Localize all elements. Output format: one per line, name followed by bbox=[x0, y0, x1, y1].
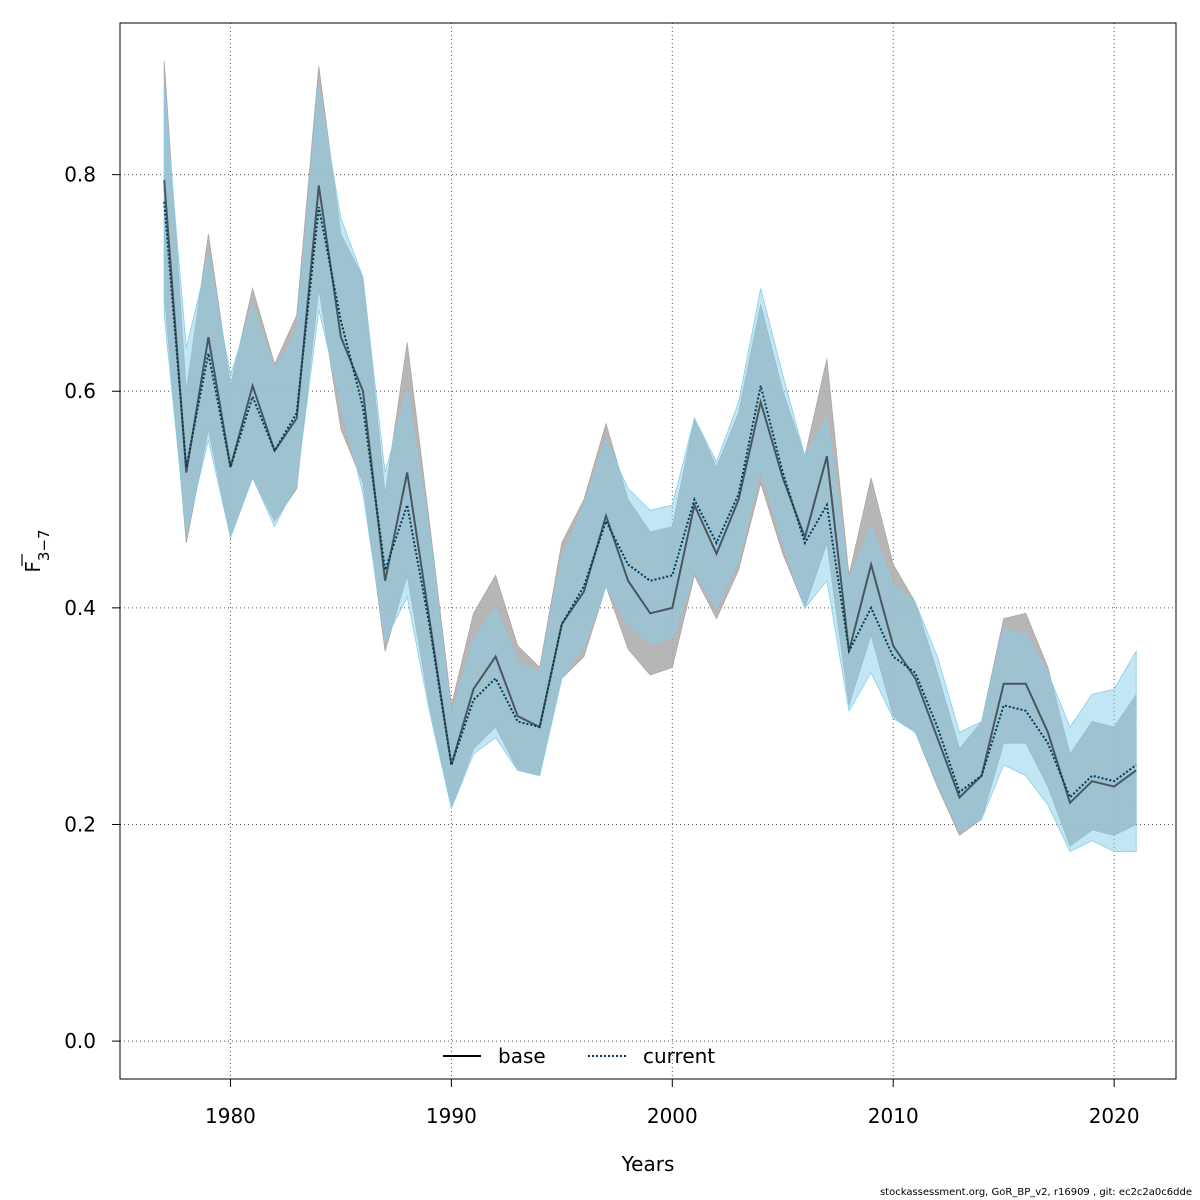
plot-frame bbox=[119, 22, 1177, 1080]
legend-current-label: current bbox=[643, 1044, 715, 1068]
svg-text:F3−7: F3−7 bbox=[21, 529, 53, 572]
y-tick-label-3: 0.6 bbox=[64, 379, 96, 403]
x-tick-label-2000: 2000 bbox=[647, 1104, 698, 1128]
x-tick-label-1990: 1990 bbox=[426, 1104, 477, 1128]
y-axis-title-subscript: 3−7 bbox=[35, 529, 53, 561]
footer-credit: stockassessment.org, GoR_BP_v2, r16909 ,… bbox=[879, 1187, 1192, 1198]
grid bbox=[120, 23, 1176, 1079]
legend-base-label: base bbox=[498, 1044, 546, 1068]
legend: base current bbox=[443, 1044, 715, 1068]
y-tick-label-2: 0.4 bbox=[64, 596, 96, 620]
x-tick-labels: 1980 1990 2000 2010 2020 bbox=[205, 1104, 1140, 1128]
x-tick-label-2020: 2020 bbox=[1089, 1104, 1140, 1128]
x-axis-title: Years bbox=[621, 1152, 675, 1176]
band-current bbox=[163, 87, 1137, 853]
x-tick-label-1980: 1980 bbox=[205, 1104, 256, 1128]
y-axis-title-main: F bbox=[21, 561, 45, 573]
confidence-bands bbox=[163, 60, 1137, 853]
axes bbox=[112, 174, 1115, 1087]
y-tick-label-1: 0.2 bbox=[64, 812, 96, 836]
x-tick-label-2010: 2010 bbox=[868, 1104, 919, 1128]
series-lines bbox=[163, 179, 1137, 805]
y-axis-title: F3−7 bbox=[21, 529, 53, 572]
y-tick-label-4: 0.8 bbox=[64, 163, 96, 187]
y-tick-label-0: 0.0 bbox=[64, 1029, 96, 1053]
line-base bbox=[163, 179, 1137, 805]
y-tick-labels: 0.0 0.2 0.4 0.6 0.8 bbox=[64, 163, 96, 1053]
